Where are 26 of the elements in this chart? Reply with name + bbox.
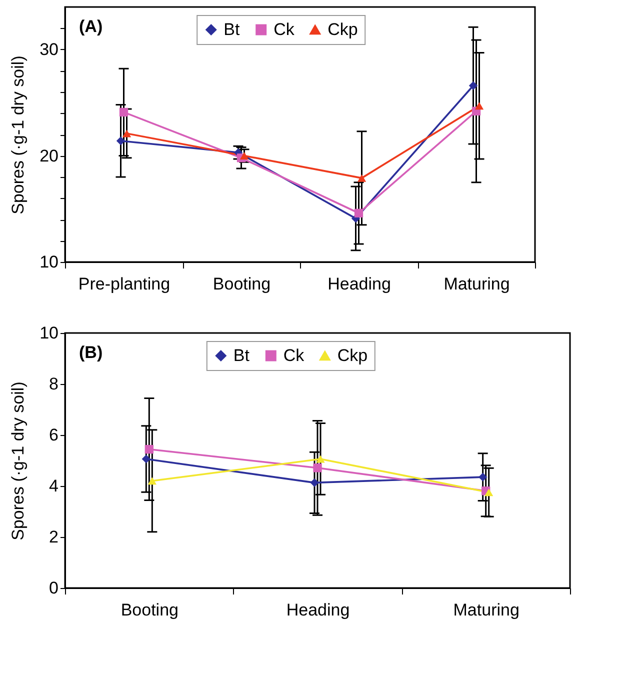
x-tick-label: Heading	[328, 274, 391, 294]
y-tick-label: 4	[49, 476, 58, 496]
annotation: (A)	[79, 17, 103, 36]
legend-label: Ck	[283, 346, 305, 365]
y-tick-label: 10	[40, 252, 58, 272]
annotation: (B)	[79, 343, 103, 362]
legend-label: Bt	[224, 20, 240, 39]
x-tick-label: Maturing	[453, 600, 520, 620]
y-axis-title: Spores (·g-1 dry soil)	[8, 382, 28, 540]
y-tick-label: 2	[49, 528, 58, 546]
x-tick-label: Booting	[212, 274, 271, 294]
legend-label: Ckp	[328, 20, 358, 39]
legend-label: Ck	[274, 20, 295, 39]
x-tick-label: Maturing	[444, 274, 510, 294]
y-tick-label: 6	[49, 426, 58, 444]
y-tick-label: 8	[49, 374, 58, 394]
x-tick-label: Pre-planting	[78, 274, 170, 294]
y-tick-label: 30	[40, 40, 58, 59]
y-tick-label: 0	[49, 578, 58, 598]
y-axis-title: Spores (·g-1 dry soil)	[8, 56, 28, 214]
x-tick-label: Booting	[120, 600, 179, 620]
y-tick-label: 20	[40, 146, 58, 166]
x-tick-label: Heading	[286, 600, 350, 620]
y-tick-label: 10	[40, 324, 58, 342]
legend-label: Ckp	[337, 346, 368, 365]
legend-label: Bt	[233, 346, 250, 365]
